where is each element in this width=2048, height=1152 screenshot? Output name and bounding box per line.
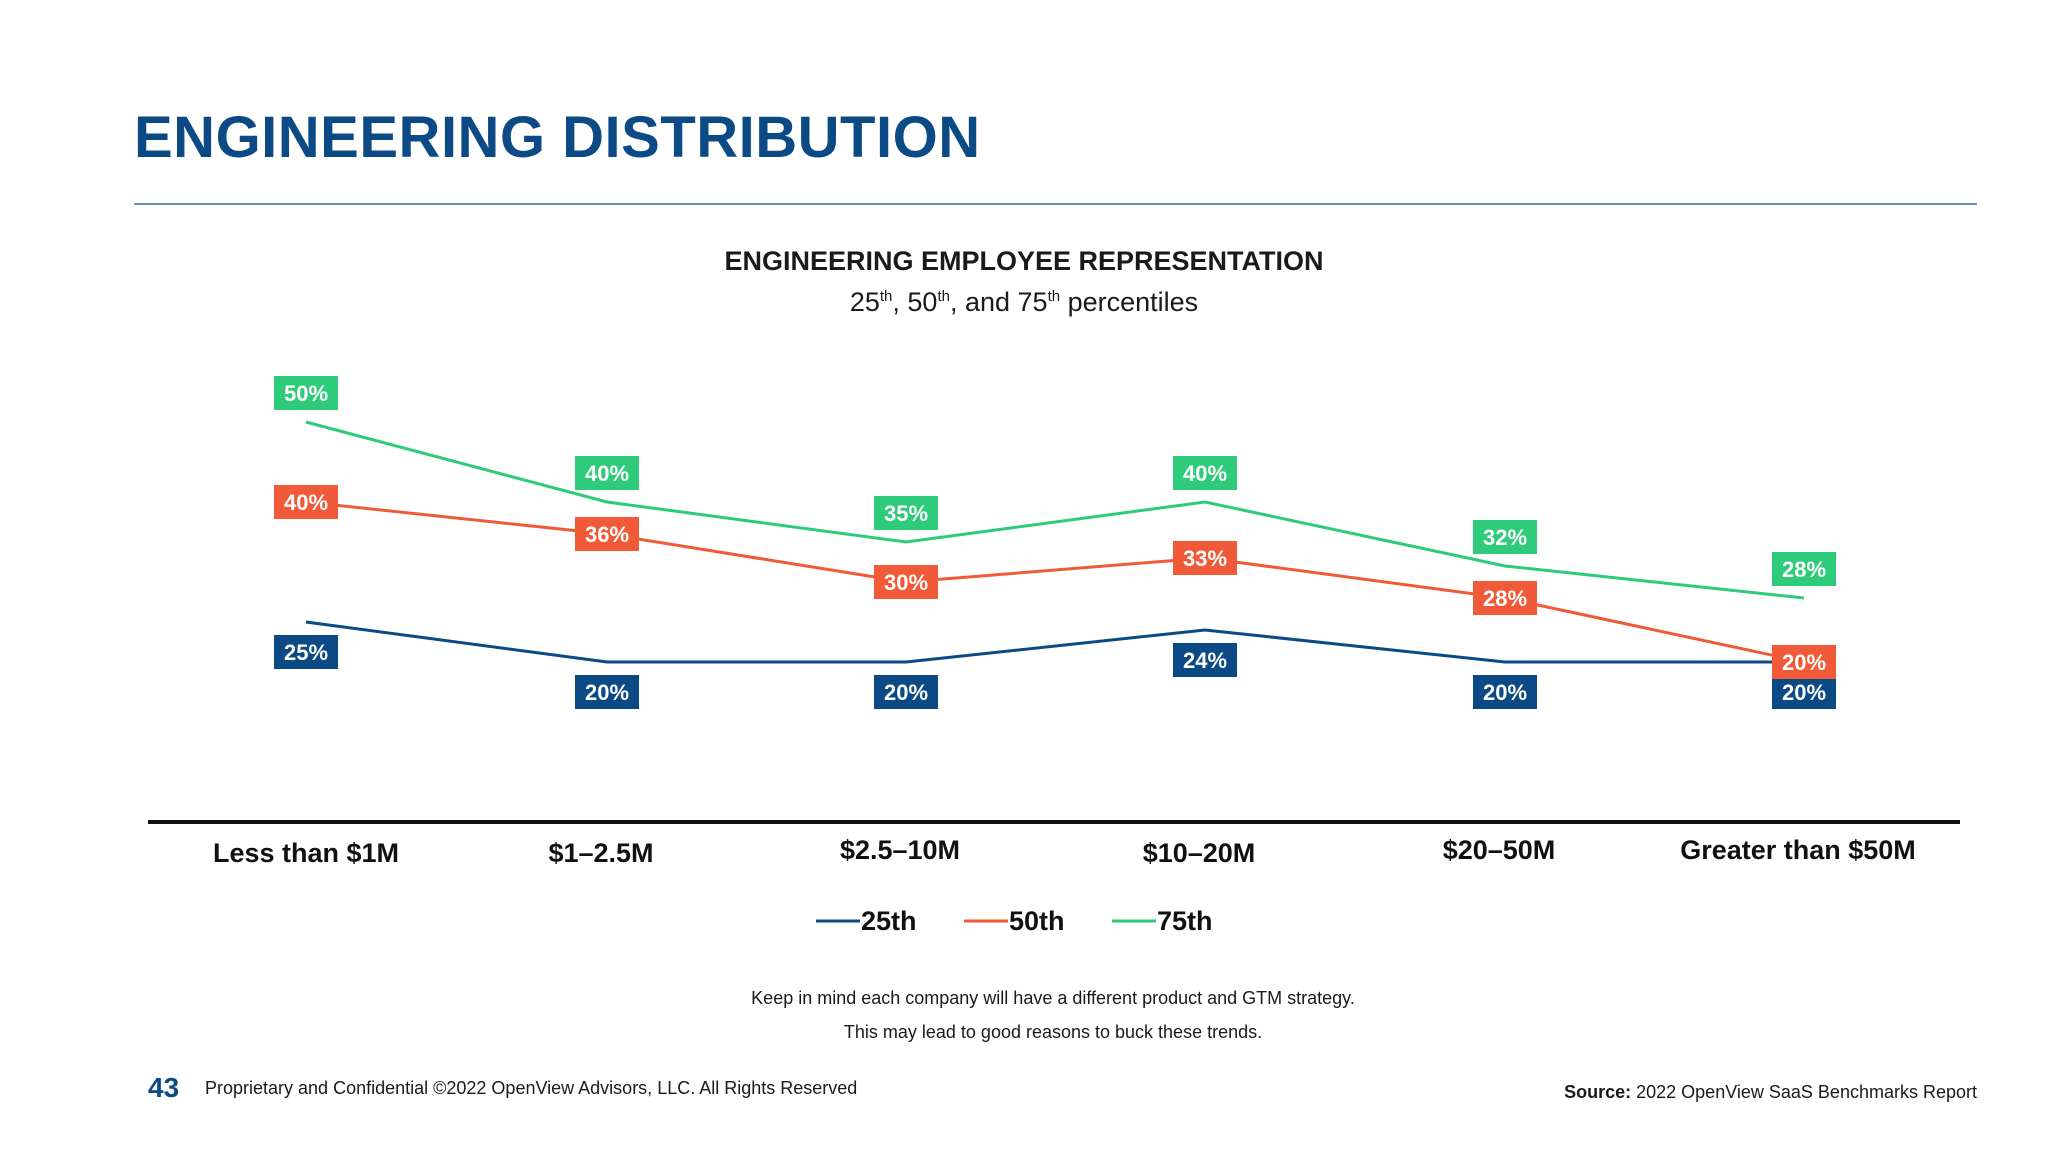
data-label: 50% [284,381,328,406]
subtitle-part: 25 [849,287,880,317]
subtitle-part: , 50 [892,287,938,317]
subtitle-sup: th [1047,288,1061,305]
note-line-2: This may lead to good reasons to buck th… [843,1022,1263,1042]
series-line-75th [305,420,1805,600]
data-label-box [1772,645,1836,679]
data-label: 28% [1483,586,1527,611]
data-label: 28% [1782,557,1826,582]
data-label-box [874,496,938,530]
chart-title: ENGINEERING EMPLOYEE REPRESENTATION [724,246,1324,276]
x-tick-label: $10–20M [1143,838,1256,868]
title-divider [134,203,1977,205]
data-label-box [575,517,639,551]
legend-label: 50th [1009,906,1065,936]
data-label-box [1173,456,1237,490]
data-label: 32% [1483,525,1527,550]
subtitle-part: percentiles [1060,287,1199,317]
data-label-box [1173,541,1237,575]
data-label-box [274,376,338,410]
data-label-box [575,675,639,709]
data-label-box [1772,552,1836,586]
data-label: 40% [585,461,629,486]
data-label-box [1473,520,1537,554]
source-label: Source: [1564,1082,1632,1102]
copyright: Proprietary and Confidential ©2022 OpenV… [205,1078,858,1098]
source-text: 2022 OpenView SaaS Benchmarks Report [1636,1082,1977,1102]
subtitle-sup: th [937,288,950,305]
data-label: 33% [1183,546,1227,571]
data-label: 40% [284,490,328,515]
subtitle-part: , and 75 [949,287,1048,317]
data-label-box [575,456,639,490]
data-label: 20% [1782,680,1826,705]
data-label: 20% [884,680,928,705]
data-label-box [274,485,338,519]
x-tick-label: $2.5–10M [840,835,960,865]
legend-label: 25th [861,906,917,936]
data-label-box [1473,675,1537,709]
data-label: 30% [884,570,928,595]
page-number: 43 [148,1072,180,1103]
data-label-box [874,565,938,599]
x-tick-label: $1–2.5M [548,838,653,868]
series-line-25th [305,620,1804,664]
chart-subtitle: 25th, 50th, and 75th percentiles [0,287,2048,318]
subtitle-sup: th [879,288,893,305]
data-label: 35% [884,501,928,526]
data-label-box [1772,675,1836,709]
data-label-box [274,635,338,669]
x-tick-label: Less than $1M [213,838,399,868]
data-label-box [1473,581,1537,615]
data-label: 20% [1483,680,1527,705]
data-label-box [1173,643,1237,677]
data-label: 20% [585,680,629,705]
x-tick-label: Greater than $50M [1680,835,1916,865]
note-line-1: Keep in mind each company will have a di… [751,988,1355,1008]
page-title: ENGINEERING DISTRIBUTION [134,105,981,170]
data-label-box [874,675,938,709]
data-label: 36% [585,522,629,547]
source: Source: 2022 OpenView SaaS Benchmarks Re… [1564,1082,1977,1103]
data-label: 40% [1183,461,1227,486]
series-line-50th [305,500,1805,664]
data-label: 25% [284,640,328,665]
x-tick-label: $20–50M [1443,835,1556,865]
data-label: 24% [1183,648,1227,673]
data-label: 20% [1782,650,1826,675]
legend-label: 75th [1157,906,1213,936]
